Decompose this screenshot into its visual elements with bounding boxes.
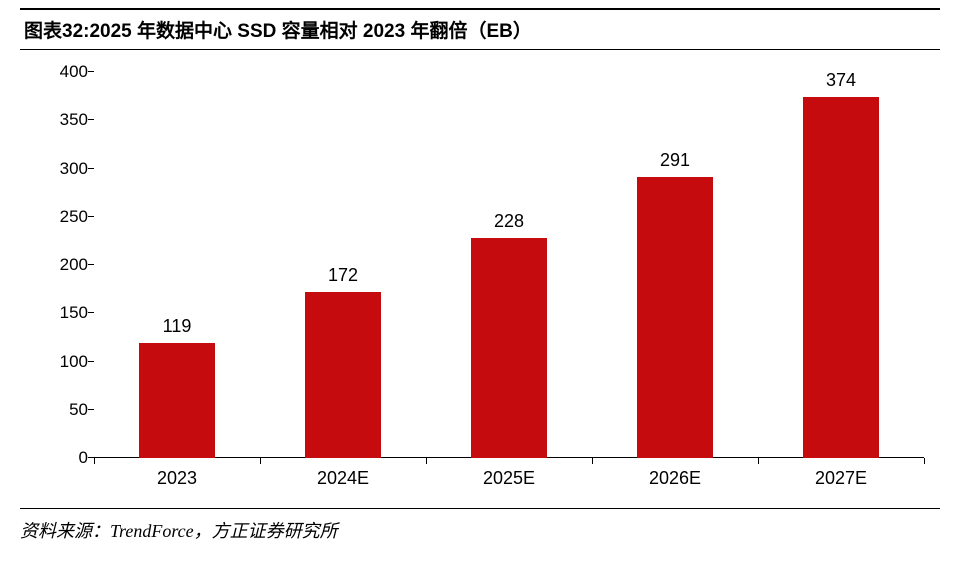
- y-tick-mark: [88, 264, 94, 265]
- y-tick-mark: [88, 361, 94, 362]
- y-tick-mark: [88, 312, 94, 313]
- x-tick-label: 2023: [127, 468, 227, 489]
- y-tick-mark: [88, 168, 94, 169]
- bar-value-label: 172: [303, 265, 383, 286]
- x-tick-mark: [426, 458, 427, 464]
- bars-layer: 119 172 228 291 374: [94, 72, 924, 458]
- x-tick-mark: [260, 458, 261, 464]
- y-tick-mark: [88, 119, 94, 120]
- y-tick-mark: [88, 216, 94, 217]
- x-tick-label: 2025E: [459, 468, 559, 489]
- bar-value-label: 228: [469, 211, 549, 232]
- x-tick-label: 2026E: [625, 468, 725, 489]
- y-tick-label: 50: [38, 400, 88, 420]
- y-tick-label: 350: [38, 110, 88, 130]
- source-caption: 资料来源：TrendForce，方正证券研究所: [20, 508, 940, 543]
- bar: [471, 238, 547, 458]
- x-tick-label: 2027E: [791, 468, 891, 489]
- chart-area: 119 172 228 291 374 0 50 100 150 200 250 300 350 400…: [20, 62, 940, 502]
- x-tick-mark: [924, 458, 925, 464]
- bar-value-label: 374: [801, 70, 881, 91]
- y-tick-label: 200: [38, 255, 88, 275]
- y-tick-label: 100: [38, 352, 88, 372]
- x-tick-mark: [592, 458, 593, 464]
- bar: [305, 292, 381, 458]
- y-tick-label: 250: [38, 207, 88, 227]
- chart-title: 图表32:2025 年数据中心 SSD 容量相对 2023 年翻倍（EB）: [20, 8, 940, 50]
- y-tick-label: 0: [38, 448, 88, 468]
- bar-value-label: 291: [635, 150, 715, 171]
- bar: [803, 97, 879, 458]
- bar: [139, 343, 215, 458]
- x-tick-label: 2024E: [293, 468, 393, 489]
- bar: [637, 177, 713, 458]
- y-tick-mark: [88, 409, 94, 410]
- y-tick-mark: [88, 71, 94, 72]
- x-tick-mark: [758, 458, 759, 464]
- y-tick-label: 150: [38, 303, 88, 323]
- y-tick-label: 400: [38, 62, 88, 82]
- x-tick-mark: [94, 458, 95, 464]
- bar-value-label: 119: [137, 316, 217, 337]
- y-tick-label: 300: [38, 159, 88, 179]
